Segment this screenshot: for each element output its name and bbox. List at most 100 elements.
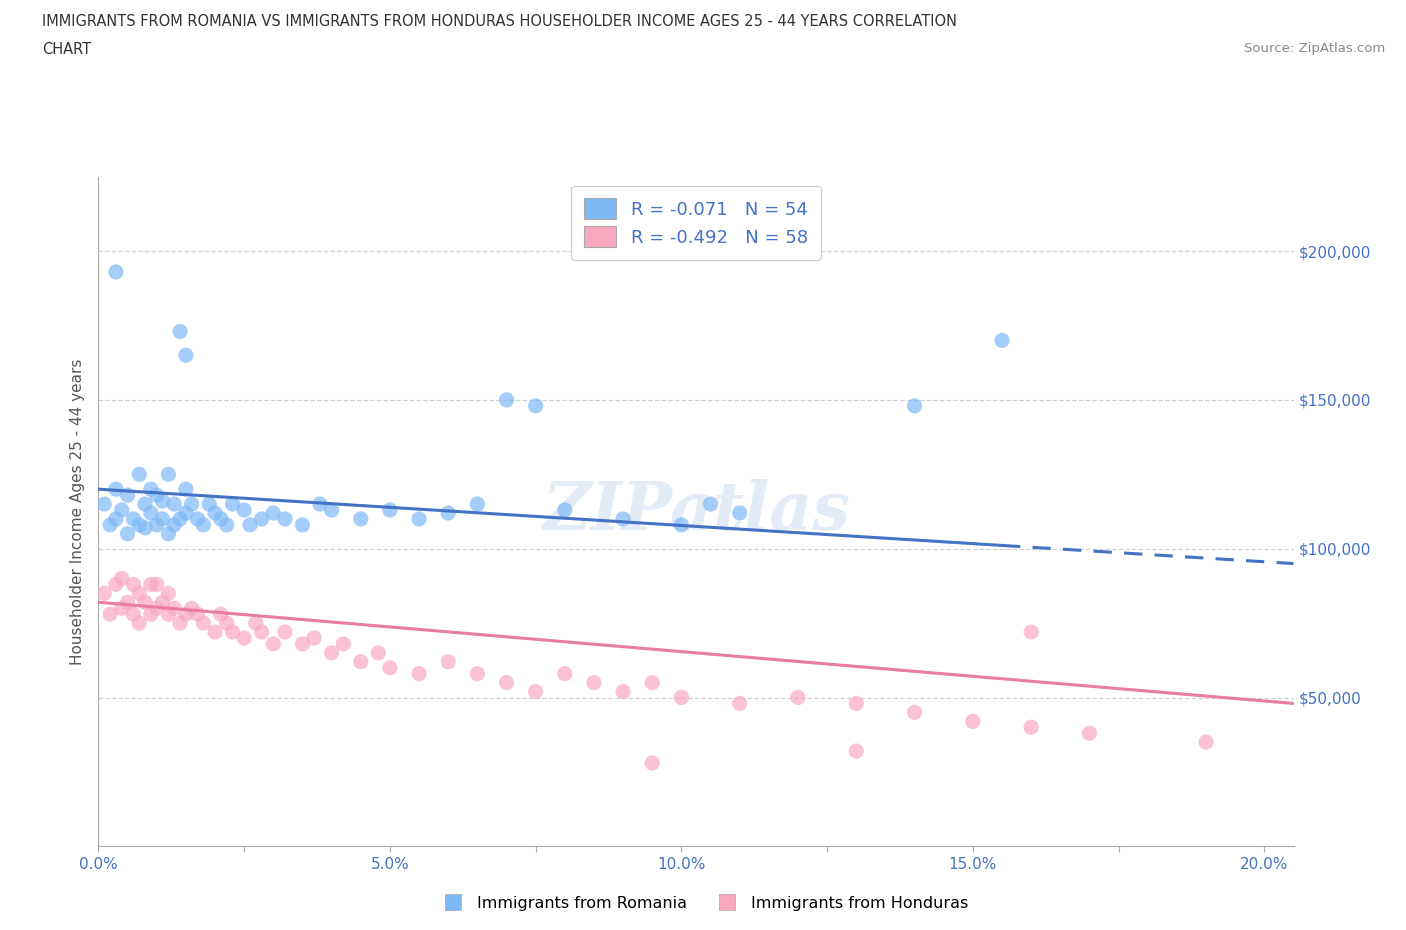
Point xyxy=(787,690,810,705)
Point xyxy=(612,512,634,526)
Point xyxy=(350,655,373,670)
Point xyxy=(524,684,547,699)
Point xyxy=(467,666,489,681)
Y-axis label: Householder Income Ages 25 - 44 years: Householder Income Ages 25 - 44 years xyxy=(70,358,86,665)
Point xyxy=(245,616,267,631)
Point xyxy=(169,512,191,526)
Point xyxy=(1195,735,1218,750)
Point xyxy=(233,631,256,645)
Point xyxy=(378,502,401,517)
Point xyxy=(117,487,139,502)
Point xyxy=(437,506,460,521)
Point xyxy=(104,577,127,591)
Point xyxy=(641,675,664,690)
Point xyxy=(128,586,150,601)
Point xyxy=(612,684,634,699)
Text: CHART: CHART xyxy=(42,42,91,57)
Point xyxy=(582,675,605,690)
Point xyxy=(180,497,202,512)
Point xyxy=(467,497,489,512)
Point xyxy=(174,482,197,497)
Point xyxy=(174,606,197,621)
Point xyxy=(111,571,134,586)
Point xyxy=(174,506,197,521)
Point xyxy=(962,714,984,729)
Point xyxy=(163,601,186,616)
Point xyxy=(845,696,868,711)
Point xyxy=(641,755,664,770)
Point xyxy=(104,482,127,497)
Point xyxy=(145,577,167,591)
Point xyxy=(845,744,868,759)
Point xyxy=(903,705,925,720)
Point xyxy=(157,526,180,541)
Point xyxy=(204,625,226,640)
Point xyxy=(198,497,221,512)
Point xyxy=(93,586,115,601)
Point xyxy=(98,606,121,621)
Point xyxy=(169,616,191,631)
Point xyxy=(111,502,134,517)
Point xyxy=(221,497,243,512)
Point xyxy=(145,601,167,616)
Point xyxy=(291,636,314,651)
Point xyxy=(186,512,208,526)
Text: ZIPatlas: ZIPatlas xyxy=(543,479,849,544)
Point xyxy=(554,502,576,517)
Point xyxy=(437,655,460,670)
Point xyxy=(122,606,145,621)
Point xyxy=(309,497,332,512)
Point xyxy=(157,467,180,482)
Text: Source: ZipAtlas.com: Source: ZipAtlas.com xyxy=(1244,42,1385,55)
Point xyxy=(239,517,262,532)
Point xyxy=(350,512,373,526)
Point xyxy=(163,517,186,532)
Point xyxy=(378,660,401,675)
Point xyxy=(117,595,139,610)
Point xyxy=(215,517,238,532)
Point xyxy=(128,517,150,532)
Point xyxy=(250,512,273,526)
Point xyxy=(215,616,238,631)
Point xyxy=(332,636,354,651)
Point xyxy=(408,512,430,526)
Point xyxy=(122,512,145,526)
Point xyxy=(145,517,167,532)
Point xyxy=(139,482,162,497)
Point xyxy=(302,631,325,645)
Point xyxy=(262,636,284,651)
Point xyxy=(157,606,180,621)
Point xyxy=(991,333,1014,348)
Point xyxy=(233,502,256,517)
Point xyxy=(193,517,215,532)
Point xyxy=(495,675,517,690)
Point xyxy=(152,512,174,526)
Point xyxy=(134,497,156,512)
Point xyxy=(671,517,693,532)
Point xyxy=(1019,625,1042,640)
Point xyxy=(122,577,145,591)
Point xyxy=(903,398,925,413)
Point xyxy=(209,606,232,621)
Point xyxy=(699,497,721,512)
Point xyxy=(554,666,576,681)
Point xyxy=(262,506,284,521)
Point xyxy=(152,494,174,509)
Point xyxy=(495,392,517,407)
Point xyxy=(104,512,127,526)
Point xyxy=(98,517,121,532)
Point xyxy=(186,606,208,621)
Point xyxy=(117,526,139,541)
Point xyxy=(728,506,751,521)
Point xyxy=(93,497,115,512)
Point xyxy=(157,586,180,601)
Point xyxy=(139,506,162,521)
Point xyxy=(111,601,134,616)
Point xyxy=(134,521,156,536)
Point xyxy=(321,502,343,517)
Point xyxy=(128,467,150,482)
Point xyxy=(152,595,174,610)
Point xyxy=(204,506,226,521)
Point xyxy=(180,601,202,616)
Point xyxy=(163,497,186,512)
